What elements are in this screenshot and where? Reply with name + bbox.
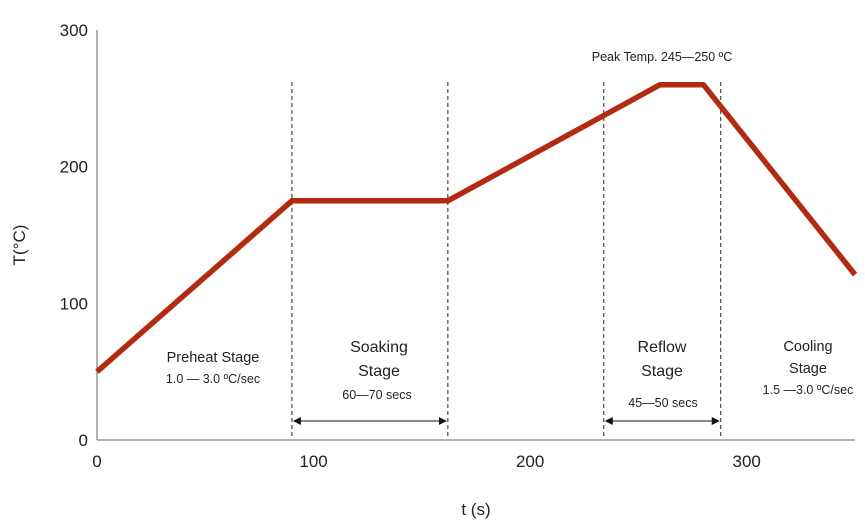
y-axis-tick-labels: 0 100 200 300 <box>60 21 88 450</box>
peak-temperature-label: Peak Temp. 245—250 ºC <box>592 50 733 64</box>
preheat-stage-rate: 1.0 — 3.0 ºC/sec <box>166 372 260 386</box>
x-axis-title: t (s) <box>461 500 490 519</box>
cooling-stage-title-line2: Stage <box>789 361 827 377</box>
x-axis-tick-labels: 0 100 200 300 <box>92 452 761 471</box>
cooling-stage-rate: 1.5 —3.0 ºC/sec <box>763 383 854 397</box>
y-tick-label: 200 <box>60 158 88 177</box>
y-tick-label: 0 <box>79 431 88 450</box>
cooling-stage-title-line1: Cooling <box>783 339 832 355</box>
reflow-stage-title-line1: Reflow <box>638 339 687 356</box>
soaking-stage-title-line2: Stage <box>358 363 400 380</box>
temperature-profile-line <box>95 81 858 374</box>
x-tick-label: 0 <box>92 452 101 471</box>
preheat-stage-title: Preheat Stage <box>167 350 260 366</box>
y-axis-title: T(°C) <box>10 225 29 266</box>
y-tick-label: 300 <box>60 21 88 40</box>
temperature-profile-series <box>95 81 858 374</box>
x-tick-label: 100 <box>299 452 327 471</box>
reflow-stage-title-line2: Stage <box>641 363 683 380</box>
soaking-stage-duration: 60—70 secs <box>342 388 411 402</box>
y-tick-label: 100 <box>60 294 88 313</box>
soaking-stage-title-line1: Soaking <box>350 339 408 356</box>
x-tick-label: 200 <box>516 452 544 471</box>
reflow-stage-duration: 45—50 secs <box>628 396 697 410</box>
stage-boundary-lines <box>291 82 722 437</box>
x-tick-label: 300 <box>733 452 761 471</box>
